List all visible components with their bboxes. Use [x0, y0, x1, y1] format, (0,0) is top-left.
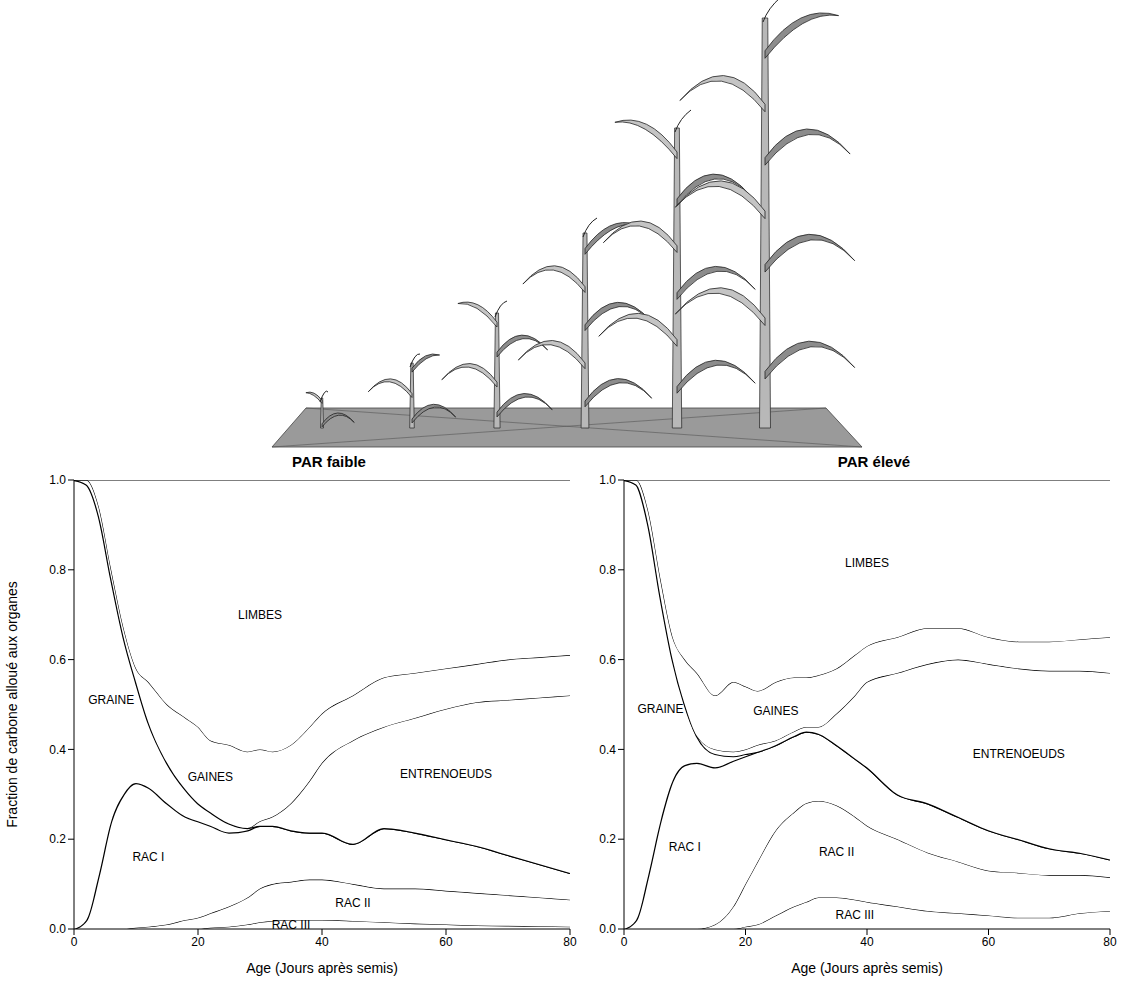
svg-text:ENTRENOEUDS: ENTRENOEUDS — [400, 767, 492, 781]
svg-text:0.0: 0.0 — [49, 922, 66, 936]
svg-text:LIMBES: LIMBES — [845, 556, 889, 570]
svg-text:GRAINE: GRAINE — [88, 693, 134, 707]
svg-text:Age (Jours après semis): Age (Jours après semis) — [791, 960, 943, 976]
svg-text:RAC I: RAC I — [132, 850, 164, 864]
svg-text:0.4: 0.4 — [49, 743, 66, 757]
svg-text:GAINES: GAINES — [188, 770, 233, 784]
svg-text:Fraction de carbone alloué aux: Fraction de carbone alloué aux organes — [4, 581, 20, 828]
svg-text:RAC III: RAC III — [272, 918, 311, 932]
svg-text:RAC II: RAC II — [335, 896, 370, 910]
html-text:PAR faible: PAR faible — [292, 453, 366, 470]
svg-text:Age (Jours après semis): Age (Jours après semis) — [246, 960, 398, 976]
svg-text:1.0: 1.0 — [49, 474, 66, 487]
svg-text:GRAINE: GRAINE — [637, 702, 683, 716]
svg-text:RAC I: RAC I — [669, 840, 701, 854]
svg-text:60: 60 — [982, 935, 996, 949]
svg-text:LIMBES: LIMBES — [238, 608, 282, 622]
svg-text:0.4: 0.4 — [599, 743, 616, 757]
svg-text:60: 60 — [439, 935, 453, 949]
svg-text:0.8: 0.8 — [599, 563, 616, 577]
svg-text:20: 20 — [191, 935, 205, 949]
svg-text:0: 0 — [71, 935, 78, 949]
svg-text:RAC III: RAC III — [836, 908, 875, 922]
svg-text:0.6: 0.6 — [49, 653, 66, 667]
svg-text:0.0: 0.0 — [599, 922, 616, 936]
svg-text:0.8: 0.8 — [49, 563, 66, 577]
svg-text:0.6: 0.6 — [599, 653, 616, 667]
svg-text:GAINES: GAINES — [753, 704, 798, 718]
svg-text:0: 0 — [621, 935, 628, 949]
html-text:PAR élevé: PAR élevé — [837, 453, 911, 470]
svg-text:0.2: 0.2 — [49, 832, 66, 846]
svg-text:0.2: 0.2 — [599, 832, 616, 846]
svg-text:1.0: 1.0 — [599, 474, 616, 487]
svg-text:RAC II: RAC II — [819, 845, 854, 859]
svg-text:80: 80 — [563, 935, 577, 949]
svg-text:40: 40 — [860, 935, 874, 949]
svg-text:40: 40 — [315, 935, 329, 949]
svg-text:ENTRENOEUDS: ENTRENOEUDS — [973, 747, 1065, 761]
svg-text:80: 80 — [1103, 935, 1117, 949]
svg-text:20: 20 — [739, 935, 753, 949]
